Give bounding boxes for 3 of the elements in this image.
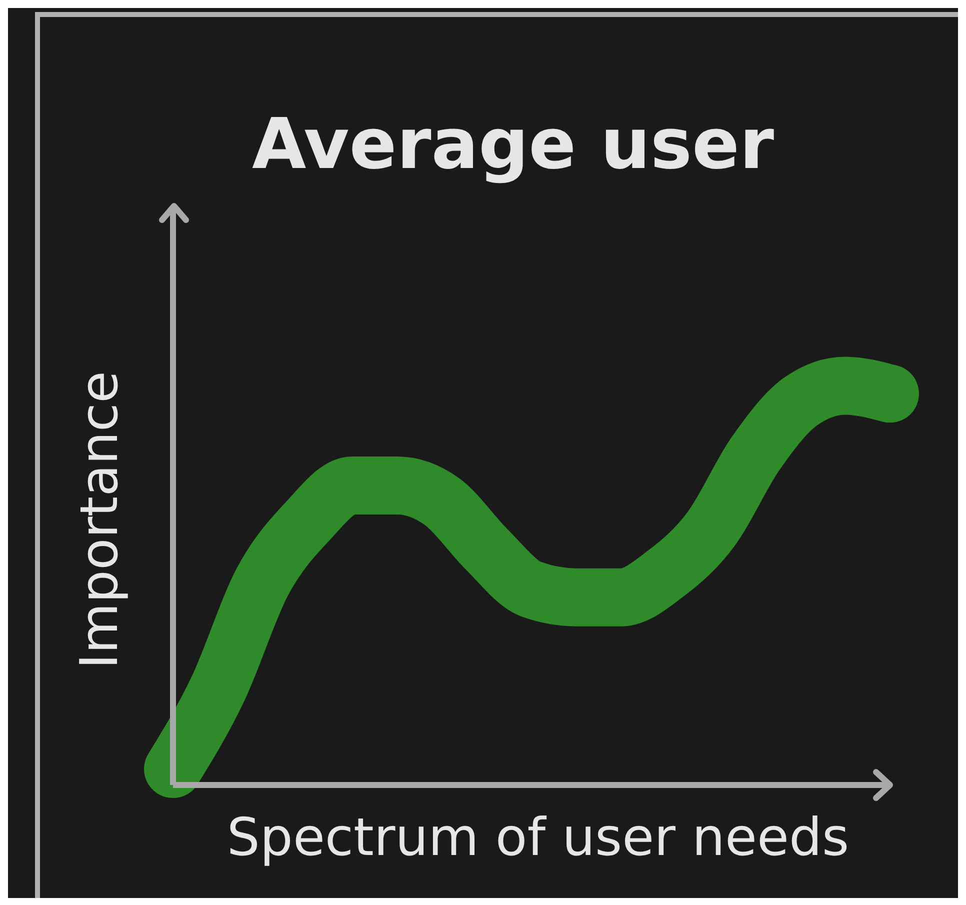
x-axis-title: Spectrum of user needs xyxy=(226,808,850,868)
y-axis-title: Importance xyxy=(70,371,130,669)
chart-title: Average user xyxy=(251,103,775,185)
